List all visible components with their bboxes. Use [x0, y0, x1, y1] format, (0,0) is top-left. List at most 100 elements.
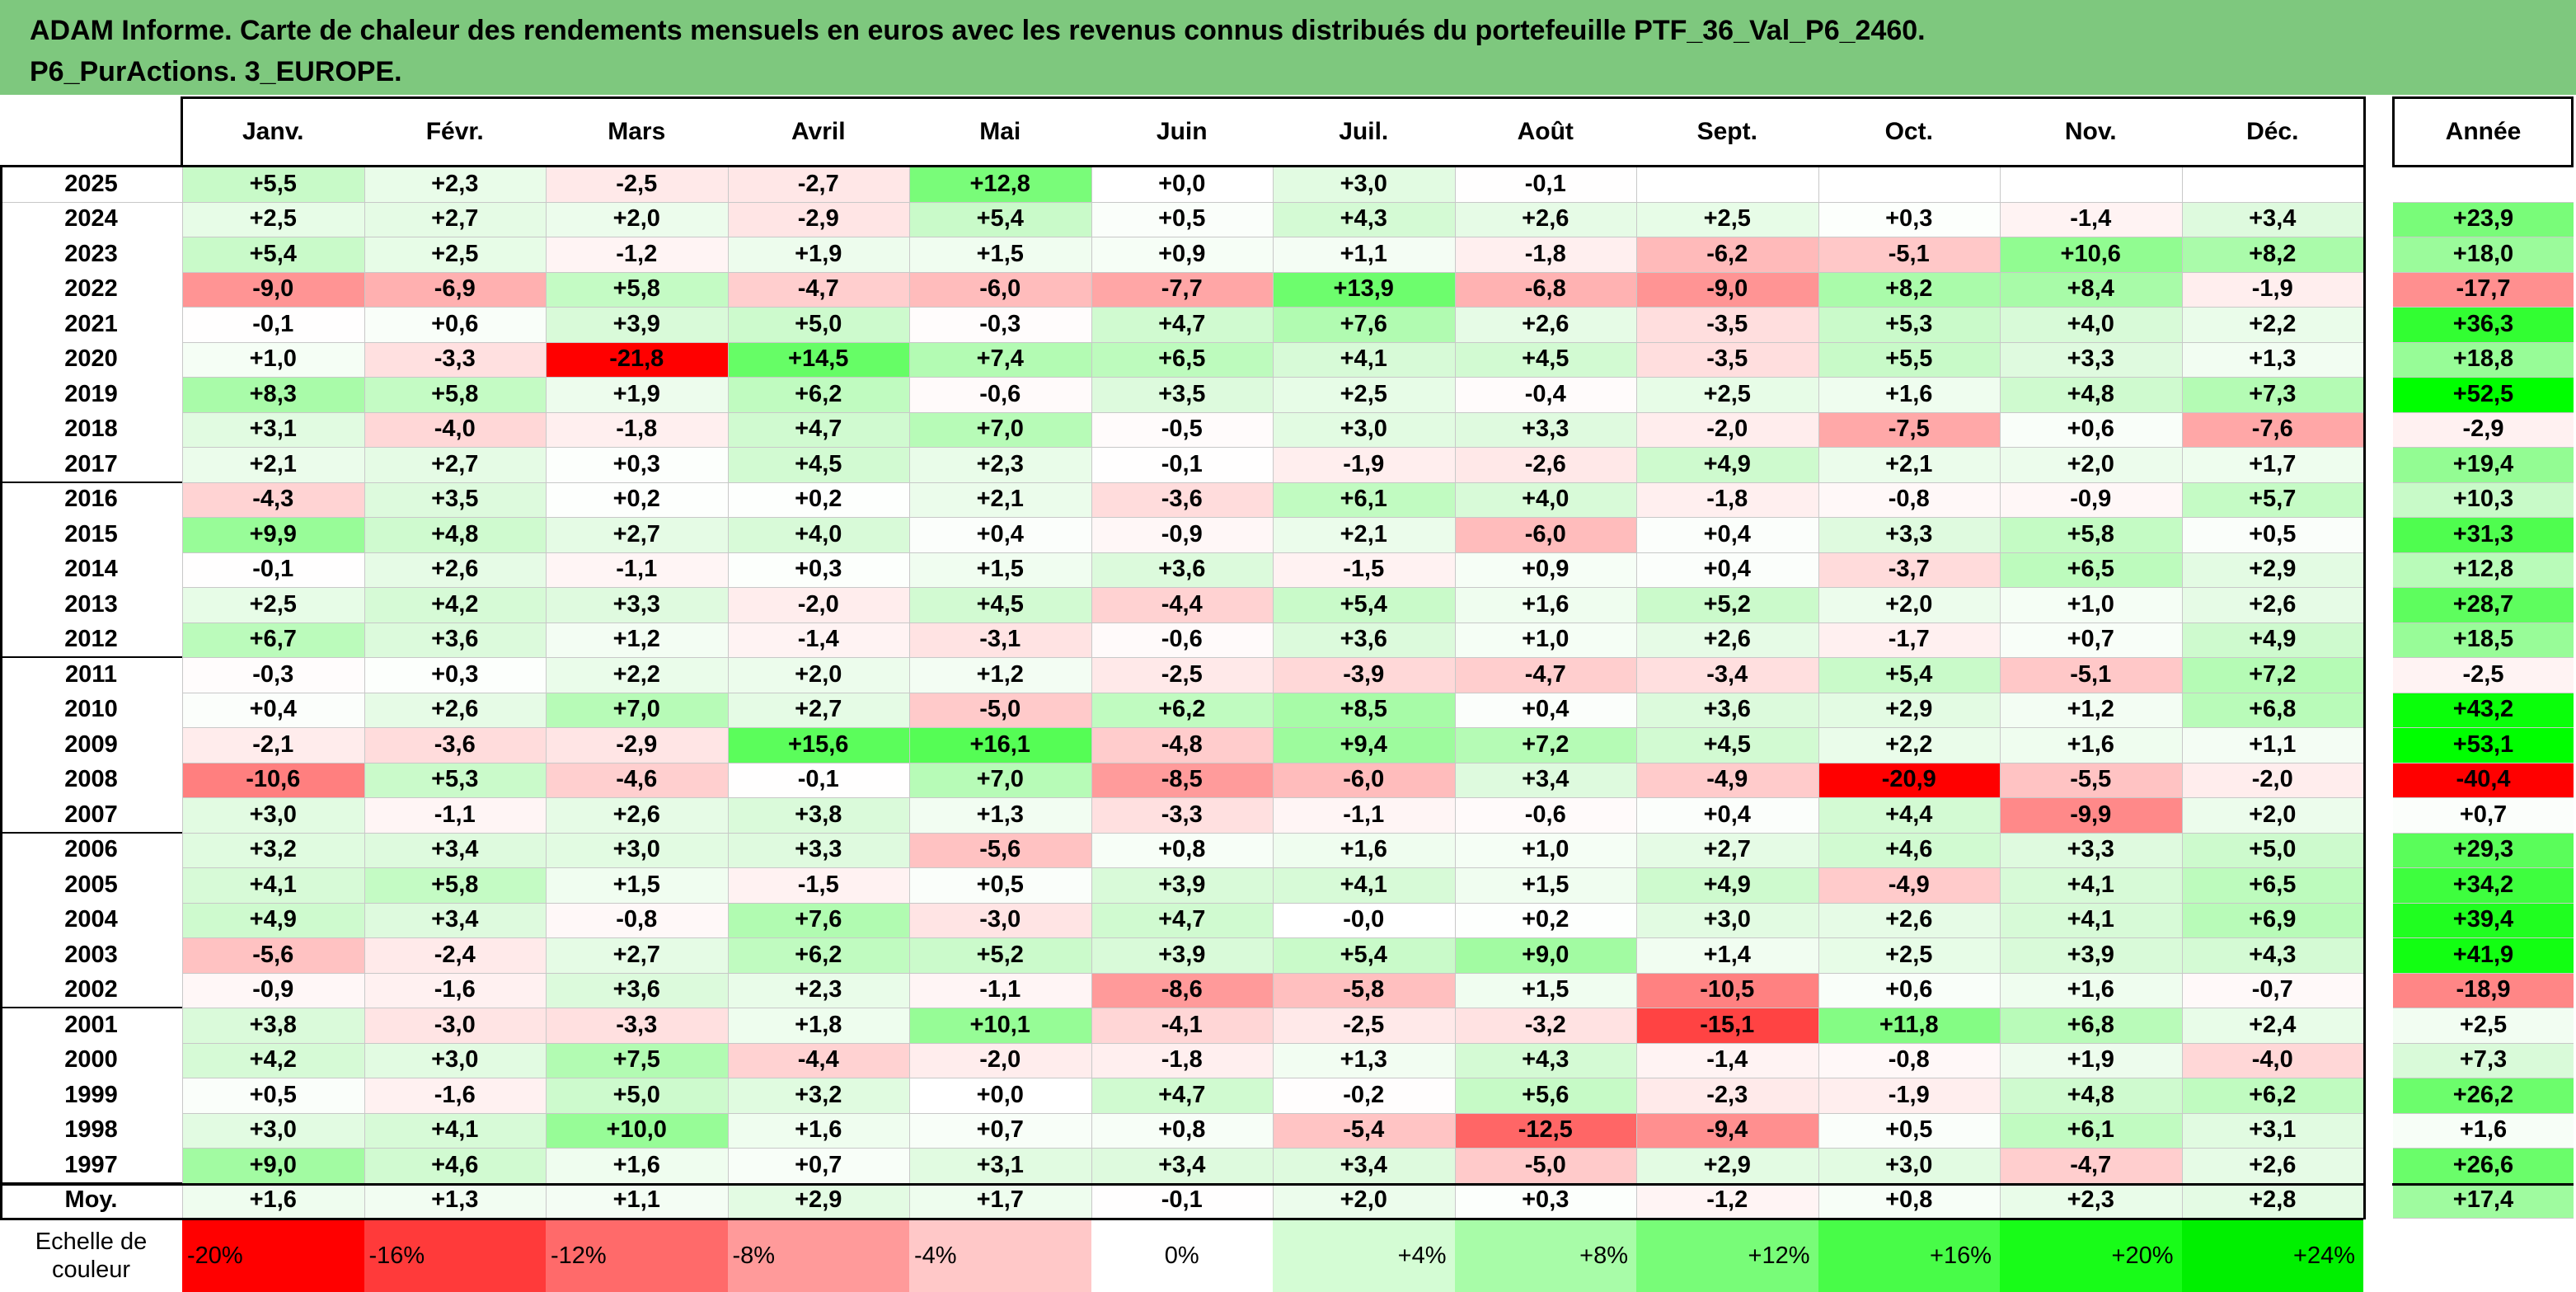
heatmap-cell: +4,8 [2000, 1078, 2182, 1113]
heatmap-cell: +7,2 [2181, 657, 2363, 693]
annual-cell: +26,6 [2393, 1148, 2574, 1183]
heatmap-cell: +2,9 [1636, 1148, 1818, 1183]
heatmap-cell: +2,2 [546, 657, 728, 693]
heatmap-cell: +6,7 [182, 622, 364, 657]
heatmap-cell: +2,0 [1818, 587, 2000, 623]
heatmap-cell: -0,6 [1454, 797, 1636, 833]
heatmap-cell: -3,4 [1636, 657, 1818, 693]
heatmap-cell: +0,5 [1091, 201, 1273, 237]
heatmap-cell: -6,0 [1273, 762, 1455, 797]
heatmap-cell: +0,6 [364, 307, 546, 342]
annual-border [2392, 96, 2395, 167]
heatmap-cell: +1,5 [909, 237, 1091, 272]
heatmap-cell: +10,0 [546, 1112, 728, 1148]
heatmap-cell: +7,4 [909, 341, 1091, 377]
row-year-label: 2025 [0, 167, 182, 202]
heatmap-cell: +1,9 [2000, 1042, 2182, 1078]
heatmap-cell: -0,9 [2000, 482, 2182, 517]
heatmap-cell: -2,1 [182, 727, 364, 763]
row-year-label: 2004 [0, 902, 182, 937]
heatmap-cell: +5,8 [546, 271, 728, 307]
heatmap-cell: +3,4 [1273, 1148, 1455, 1183]
heatmap-cell: -2,0 [2181, 762, 2363, 797]
heatmap-cell: +3,4 [1091, 1148, 1273, 1183]
header-border [181, 96, 183, 167]
annual-border [2571, 96, 2574, 167]
heatmap-cell: +1,6 [1273, 832, 1455, 867]
heatmap-cell: +0,5 [909, 867, 1091, 903]
heatmap-cell: +7,0 [909, 411, 1091, 447]
heatmap-cell: +2,5 [1636, 377, 1818, 412]
heatmap-cell: +4,9 [2181, 622, 2363, 657]
column-header: Oct. [1818, 96, 2000, 167]
heatmap-cell: +3,1 [182, 411, 364, 447]
heatmap-cell: +6,5 [2181, 867, 2363, 903]
heatmap-cell: +2,6 [1454, 201, 1636, 237]
heatmap-cell: -5,0 [909, 692, 1091, 727]
heatmap-cell: +0,7 [2000, 622, 2182, 657]
heatmap-cell: +1,9 [727, 237, 909, 272]
heatmap-cell: +5,4 [1273, 587, 1455, 623]
annual-border [2392, 96, 2574, 99]
heatmap-cell: -3,5 [1636, 307, 1818, 342]
heatmap-cell: +5,2 [909, 937, 1091, 973]
color-scale-swatch: -12% [546, 1219, 728, 1292]
heatmap-cell: +0,6 [1818, 972, 2000, 1008]
heatmap-cell: +3,0 [364, 1042, 546, 1078]
heatmap-cell: -4,4 [727, 1042, 909, 1078]
heatmap-cell [1636, 167, 1818, 202]
grid-line-horizontal [182, 727, 2363, 728]
average-cell: +1,6 [182, 1182, 364, 1218]
average-cell: +2,0 [1273, 1182, 1455, 1218]
heatmap-cell: -0,7 [2181, 972, 2363, 1008]
heatmap-cell: -6,9 [364, 271, 546, 307]
heatmap-cell: +1,1 [1273, 237, 1455, 272]
heatmap-cell: +2,3 [909, 447, 1091, 482]
heatmap-cell: -0,0 [1273, 902, 1455, 937]
annual-cell: +36,3 [2393, 307, 2574, 342]
heatmap-cell: +4,6 [1818, 832, 2000, 867]
annual-cell: +18,8 [2393, 341, 2574, 377]
heatmap-cell: +1,3 [909, 797, 1091, 833]
heatmap-cell: +3,2 [182, 832, 364, 867]
heatmap-cell: -1,8 [1636, 482, 1818, 517]
heatmap-cell: +2,6 [1818, 902, 2000, 937]
heatmap-cell: +16,1 [909, 727, 1091, 763]
heatmap-cell: -0,4 [1454, 377, 1636, 412]
heatmap-cell: -3,9 [1273, 657, 1455, 693]
heatmap-cell: +0,7 [727, 1148, 909, 1183]
heatmap-cell: +1,3 [1273, 1042, 1455, 1078]
row-year-label: 2013 [0, 587, 182, 623]
heatmap-cell: +4,0 [1454, 482, 1636, 517]
heatmap-cell: +5,7 [2181, 482, 2363, 517]
heatmap-cell: +5,4 [182, 237, 364, 272]
heatmap-cell: -2,5 [1273, 1008, 1455, 1043]
heatmap-cell: +8,3 [182, 377, 364, 412]
heatmap-cell: -3,7 [1818, 552, 2000, 587]
row-year-label: 2009 [0, 727, 182, 763]
heatmap-cell: -1,2 [546, 237, 728, 272]
heatmap-cell: -4,1 [1091, 1008, 1273, 1043]
heatmap-cell: +0,4 [909, 517, 1091, 552]
average-cell: +1,3 [364, 1182, 546, 1218]
heatmap-cell: +4,1 [2000, 902, 2182, 937]
heatmap-cell: +3,3 [1454, 411, 1636, 447]
grid-line-horizontal [2393, 1112, 2574, 1114]
heatmap-cell: -5,0 [1454, 1148, 1636, 1183]
heatmap-cell: -3,3 [546, 1008, 728, 1043]
heatmap-cell: +5,0 [727, 307, 909, 342]
color-scale-swatch: +16% [1818, 1219, 2000, 1292]
color-scale-label-line: couleur [51, 1257, 131, 1283]
average-cell: +1,1 [546, 1182, 728, 1218]
heatmap-cell: +4,9 [1636, 867, 1818, 903]
annual-cell: +23,9 [2393, 201, 2574, 237]
heatmap-cell: +6,1 [2000, 1112, 2182, 1148]
grid-line-horizontal [182, 552, 2363, 553]
heatmap-cell: +0,0 [1091, 167, 1273, 202]
heatmap-cell: +4,7 [1091, 307, 1273, 342]
heatmap-cell: -5,8 [1273, 972, 1455, 1008]
average-cell: -0,1 [1091, 1182, 1273, 1218]
heatmap-cell: +1,9 [546, 377, 728, 412]
annual-cell: -40,4 [2393, 762, 2574, 797]
row-year-label: 2006 [0, 832, 182, 867]
